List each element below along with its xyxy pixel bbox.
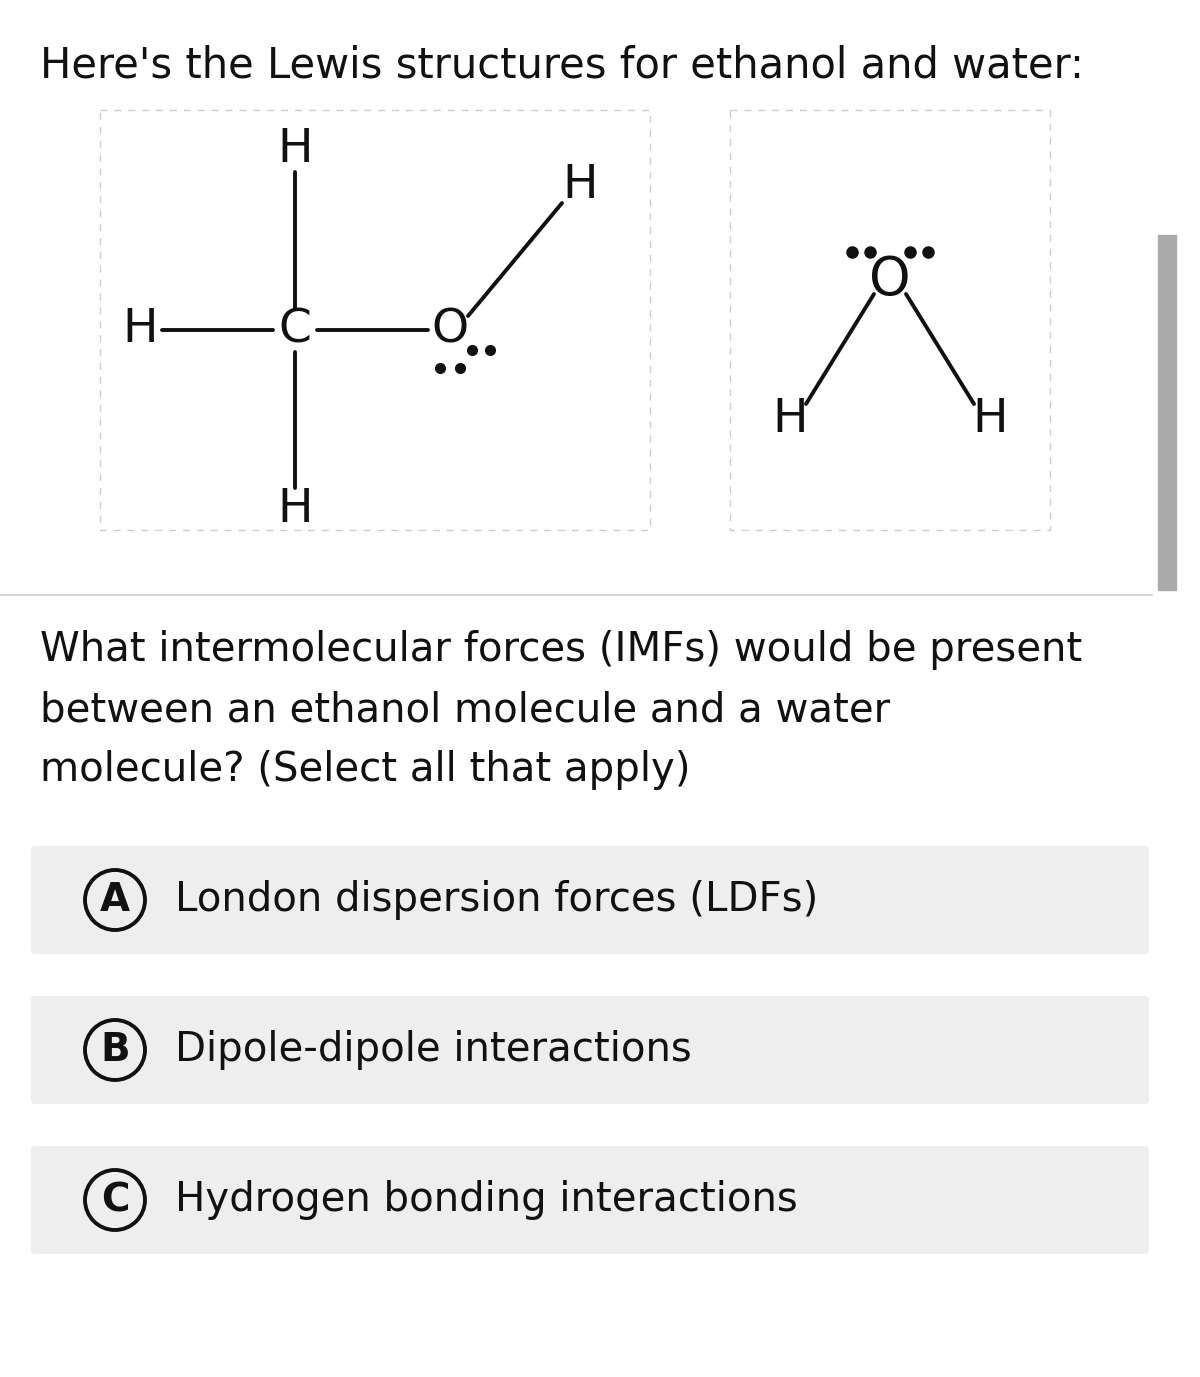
Text: What intermolecular forces (IMFs) would be present
between an ethanol molecule a: What intermolecular forces (IMFs) would … bbox=[40, 631, 1082, 790]
FancyBboxPatch shape bbox=[31, 845, 1150, 954]
Bar bbox=[1158, 235, 1176, 589]
Text: H: H bbox=[773, 398, 808, 442]
Text: H: H bbox=[277, 128, 313, 172]
Text: O: O bbox=[869, 253, 911, 306]
FancyBboxPatch shape bbox=[31, 1146, 1150, 1254]
Text: London dispersion forces (LDFs): London dispersion forces (LDFs) bbox=[175, 880, 818, 920]
Text: Hydrogen bonding interactions: Hydrogen bonding interactions bbox=[175, 1180, 798, 1220]
Text: H: H bbox=[277, 487, 313, 533]
Text: H: H bbox=[972, 398, 1008, 442]
Text: O: O bbox=[432, 307, 468, 353]
FancyBboxPatch shape bbox=[31, 996, 1150, 1104]
Text: H: H bbox=[563, 162, 598, 208]
Text: H: H bbox=[122, 307, 157, 353]
Text: A: A bbox=[100, 881, 130, 918]
Text: Here's the Lewis structures for ethanol and water:: Here's the Lewis structures for ethanol … bbox=[40, 45, 1084, 87]
Text: Dipole-dipole interactions: Dipole-dipole interactions bbox=[175, 1030, 691, 1070]
Text: B: B bbox=[100, 1031, 130, 1069]
Text: C: C bbox=[101, 1181, 130, 1219]
Text: C: C bbox=[278, 307, 312, 353]
